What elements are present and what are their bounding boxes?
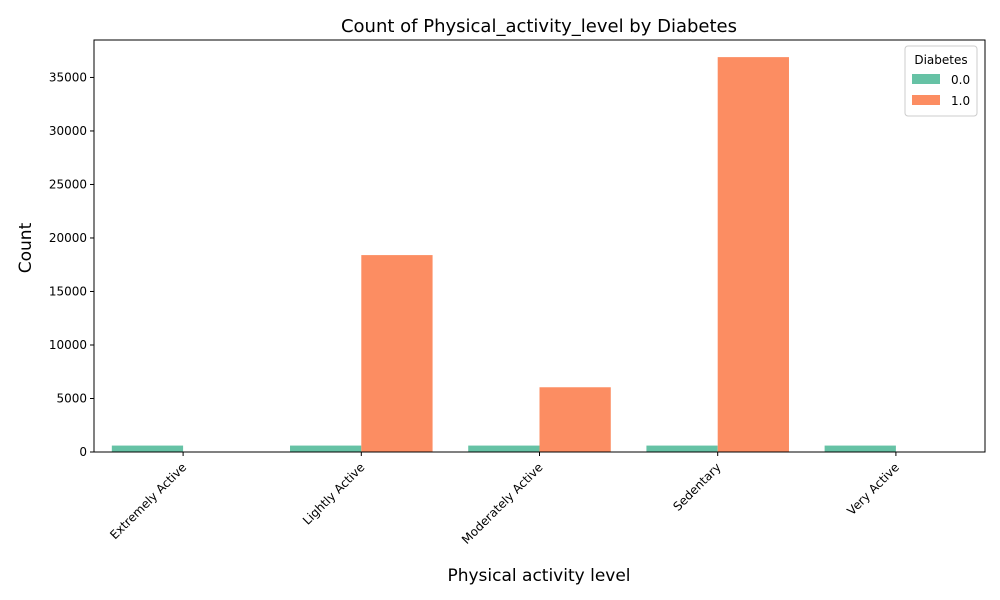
y-tick-label: 25000	[49, 177, 87, 191]
bar-0.0-0	[111, 445, 184, 452]
y-tick-label: 10000	[49, 338, 87, 352]
y-tick-label: 5000	[56, 391, 87, 405]
y-tick-label: 15000	[49, 284, 87, 298]
y-tick-label: 35000	[49, 70, 87, 84]
x-axis-label: Physical activity level	[447, 566, 630, 586]
bar-0.0-4	[824, 445, 896, 452]
bar-0.0-1	[290, 445, 362, 452]
legend-label-1.0: 1.0	[951, 94, 970, 108]
legend-items: 0.0 1.0	[912, 73, 970, 108]
legend-title: Diabetes	[914, 53, 967, 67]
x-tick-label: Extremely Active	[107, 460, 189, 542]
bar-0.0-3	[646, 445, 718, 452]
y-tick-label: 30000	[49, 124, 87, 138]
bar-0.0-2	[468, 445, 540, 452]
bar-1.0-2	[539, 387, 611, 452]
legend-swatch-0.0	[912, 74, 940, 84]
x-tick-label: Moderately Active	[459, 460, 546, 547]
y-tick-label: 20000	[49, 231, 87, 245]
x-axis: Extremely Active Lightly Active Moderately…	[107, 452, 902, 547]
legend-swatch-1.0	[912, 95, 940, 105]
bar-1.0-1	[361, 255, 433, 452]
legend-label-0.0: 0.0	[951, 73, 970, 87]
y-axis-label: Count	[16, 222, 36, 273]
legend: Diabetes 0.0 1.0	[904, 45, 978, 117]
y-axis: 0 5000 10000 15000 20000 25000 30000 35000	[49, 70, 94, 459]
x-tick-label: Sedentary	[670, 460, 724, 514]
bar-1.0-3	[717, 57, 789, 453]
bars-group	[111, 57, 896, 453]
chart-title: Count of Physical_activity_level by Diab…	[341, 16, 737, 37]
x-tick-label: Very Active	[844, 460, 902, 518]
x-tick-label: Lightly Active	[300, 460, 367, 527]
y-tick-label: 0	[79, 445, 87, 459]
